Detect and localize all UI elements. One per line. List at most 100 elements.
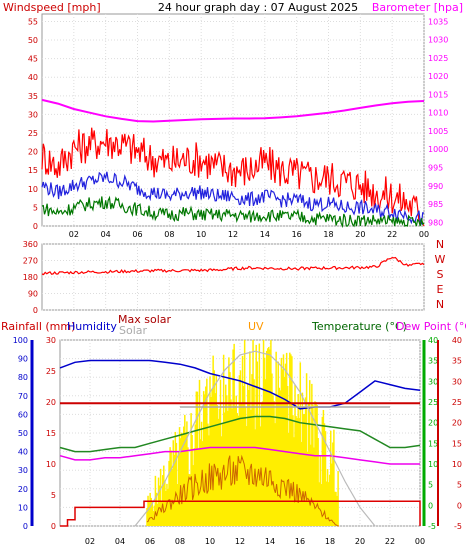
temperature-tick-label: 15	[428, 439, 438, 448]
rain-tick-label: 10	[46, 460, 56, 469]
direction-tick-label: 270	[23, 257, 38, 266]
series-average-line	[41, 195, 425, 229]
barometer-ticks: 980 985 990 995 1000 1005 1010 1015 1020 1025 1030…	[428, 17, 448, 227]
direction-series	[41, 256, 425, 276]
temperature-tick-label: 5	[428, 481, 433, 490]
temperature-tick-label: 30	[428, 377, 438, 386]
series-wind-line	[41, 171, 425, 226]
windspeed-tick-label: 30	[28, 110, 38, 119]
rain-ticks: 0 5 10 15 20 25 30	[46, 336, 56, 531]
temperature-label: Temperature (°C)	[311, 320, 407, 333]
dew-point-tick-label: -5	[454, 522, 462, 531]
series-uv-line	[146, 454, 339, 527]
temperature-tick-label: -5	[428, 522, 436, 531]
compass-label-s: S	[437, 268, 444, 281]
time-tick-label: 12	[235, 537, 245, 546]
humidity-ticks: 0 10 20 30 40 50 60 70 80 90 100	[13, 336, 28, 531]
dew-point-tick-label: 5	[457, 481, 462, 490]
graph-title: 24 hour graph day : 07 August 2025	[158, 1, 358, 14]
direction-tick-label: 360	[23, 240, 38, 249]
windspeed-tick-label: 0	[33, 222, 38, 231]
time-tick-label: 22	[385, 537, 395, 546]
solar-label: Solar	[119, 324, 148, 337]
series-rainfall-line	[60, 500, 421, 527]
series-dew-point-line	[59, 446, 420, 465]
humidity-tick-label: 90	[18, 355, 28, 364]
time-tick-label: 02	[69, 230, 79, 239]
dew-point-tick-label: 30	[452, 377, 462, 386]
windspeed-axis-label: Windspeed [mph]	[3, 1, 101, 14]
time-tick-label: 22	[387, 230, 397, 239]
barometer-tick-label: 1025	[428, 54, 448, 63]
compass-label-e: E	[437, 283, 444, 296]
time-tick-label: 20	[355, 230, 365, 239]
time-tick-label: 04	[101, 230, 111, 239]
wind-series	[41, 98, 425, 229]
temperature-tick-label: 35	[428, 357, 438, 366]
humidity-tick-label: 10	[18, 503, 28, 512]
time-tick-label: 00	[419, 230, 429, 239]
windspeed-tick-label: 40	[28, 73, 38, 82]
humidity-tick-label: 30	[18, 466, 28, 475]
time-tick-label: 06	[145, 537, 155, 546]
windspeed-tick-label: 50	[28, 36, 38, 45]
humidity-tick-label: 100	[13, 336, 28, 345]
wind-barometer-panel: Windspeed [mph] 24 hour graph day : 07 A…	[3, 1, 463, 239]
time-tick-label: 02	[85, 537, 95, 546]
time-tick-label: 10	[205, 537, 215, 546]
humidity-tick-label: 70	[18, 392, 28, 401]
rain-tick-label: 25	[46, 367, 56, 376]
time-tick-label: 18	[325, 537, 335, 546]
time-tick-label: 16	[292, 230, 302, 239]
temperature-tick-label: 40	[428, 336, 438, 345]
dew-point-tick-label: 40	[452, 336, 462, 345]
wind-time-ticks: 02 04 06 08 10 12 14 16 18 20 22 00	[69, 230, 429, 239]
dew-point-tick-label: 10	[452, 460, 462, 469]
dew-point-tick-label: 20	[452, 419, 462, 428]
time-tick-label: 10	[196, 230, 206, 239]
temperature-ticks: -5 -5 0 0 5 5 10 10 15 15 20 20 25 25 30 30 35 35 40 40	[30, 336, 462, 531]
direction-tick-label: 90	[28, 290, 38, 299]
temperature-series	[59, 340, 421, 527]
windspeed-tick-label: 15	[28, 166, 38, 175]
rain-tick-label: 0	[51, 522, 56, 531]
rain-tick-label: 5	[51, 491, 56, 500]
dew-point-label: Dew Point (°C)	[396, 320, 466, 333]
barometer-tick-label: 1005	[428, 127, 448, 136]
max-solar-label: Max solar	[118, 313, 171, 326]
temperature-tick-label: 0	[428, 501, 433, 510]
direction-tick-label: 0	[33, 306, 38, 315]
series-direction-line	[41, 256, 425, 276]
barometer-tick-label: 1035	[428, 17, 448, 26]
humidity-tick-label: 0	[23, 522, 28, 531]
humidity-tick-label: 80	[18, 373, 28, 382]
windspeed-ticks: 0 5 10 15 20 25 30 35 40 45 50 55	[28, 17, 38, 231]
barometer-tick-label: 995	[428, 164, 443, 173]
rainfall-label: Rainfall (mm)	[1, 320, 75, 333]
barometer-tick-label: 990	[428, 182, 443, 191]
time-tick-label: 14	[260, 230, 270, 239]
series-gust-line	[41, 127, 425, 227]
humidity-label: Humidity	[67, 320, 117, 333]
direction-ticks: 0 90 180 270 360	[23, 240, 38, 315]
time-tick-label: 20	[355, 537, 365, 546]
barometer-tick-label: 1010	[428, 109, 448, 118]
temperature-tick-label: 25	[428, 398, 438, 407]
barometer-tick-label: 1015	[428, 90, 448, 99]
temperature-tick-label: 10	[428, 460, 438, 469]
windspeed-tick-label: 25	[28, 129, 38, 138]
windspeed-tick-label: 35	[28, 92, 38, 101]
series-humidity-line	[59, 359, 421, 410]
dew-point-tick-label: 15	[452, 439, 462, 448]
direction-gridlines	[42, 243, 425, 311]
time-tick-label: 08	[164, 230, 174, 239]
barometer-tick-label: 1020	[428, 72, 448, 81]
dew-point-tick-label: 25	[452, 398, 462, 407]
temperature-tick-label: 20	[428, 419, 438, 428]
barometer-tick-label: 980	[428, 218, 443, 227]
windspeed-tick-label: 55	[28, 17, 38, 26]
time-tick-label: 16	[295, 537, 305, 546]
time-tick-label: 12	[228, 230, 238, 239]
